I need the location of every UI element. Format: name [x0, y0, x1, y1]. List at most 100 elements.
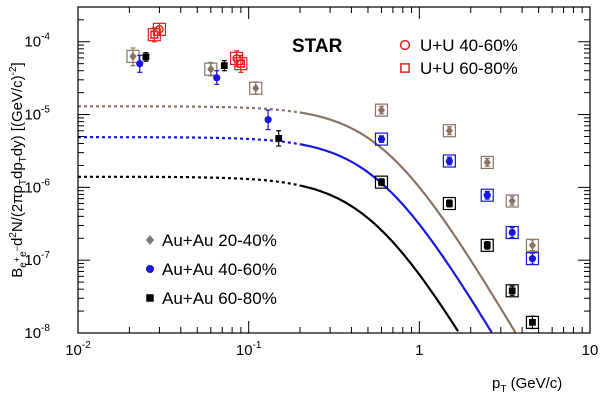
- data-point: [529, 318, 536, 326]
- x-tick-label: 10-1: [236, 340, 262, 359]
- y-axis-title-part: e: [18, 262, 29, 268]
- systematic-box: [374, 132, 389, 146]
- y-tick-label: 10-6: [24, 177, 50, 196]
- systematic-box: [126, 49, 140, 63]
- systematic-box: [480, 155, 494, 170]
- fit-curves: [78, 105, 517, 334]
- systematic-box: [480, 188, 494, 202]
- data-point: [252, 83, 260, 93]
- y-axis-title-part: 2: [8, 232, 19, 238]
- data-point: [508, 287, 516, 295]
- data-point: [483, 241, 491, 249]
- data-point: [155, 24, 164, 34]
- y-axis-title-part: T: [18, 179, 29, 185]
- data-point: [446, 200, 453, 207]
- y-axis-title-part: N/(2πp: [9, 185, 26, 232]
- series-0: [126, 47, 540, 252]
- fit-curve-0: [299, 111, 517, 334]
- plot-frame: [77, 6, 591, 334]
- x-axis-title: pT (GeV/c): [492, 375, 562, 395]
- legend-marker: [146, 294, 154, 302]
- data-point: [528, 255, 537, 263]
- systematic-box: [505, 194, 519, 208]
- data-point: [275, 135, 283, 142]
- systematic-box: [249, 81, 263, 95]
- y-axis-title-part: -2: [8, 66, 19, 75]
- systematic-box: [442, 154, 456, 168]
- legend-label: Au+Au 60-80%: [162, 289, 277, 308]
- legend-label: Au+Au 40-60%: [162, 260, 277, 279]
- systematic-box: [374, 103, 389, 117]
- series-2: [142, 51, 540, 330]
- data-point: [142, 53, 150, 61]
- systematic-box: [234, 57, 248, 71]
- systematic-box: [442, 124, 456, 138]
- systematic-box: [374, 175, 389, 189]
- data-point: [232, 54, 241, 63]
- legend-auau: Au+Au 20-40% Au+Au 40-60% Au+Au 60-80%: [146, 231, 277, 308]
- data-point: [377, 105, 386, 115]
- systematic-box: [204, 62, 218, 76]
- tick-labels: 10-2 10-1 1 10 10-8 10-7 10-6 10-5 10-4: [24, 32, 598, 359]
- data-point: [445, 126, 453, 136]
- systematic-box: [442, 196, 456, 211]
- series-3: [152, 22, 244, 67]
- data-point: [220, 62, 228, 69]
- y-axis-title-part: ]: [9, 62, 26, 66]
- y-axis-title-part: dp: [9, 162, 26, 179]
- legend-marker: [146, 265, 154, 273]
- fit-curve-extrapolated-2: [78, 175, 301, 187]
- systematic-box: [525, 315, 540, 329]
- y-axis-title-part: +: [12, 257, 22, 262]
- systematic-box: [152, 22, 167, 36]
- systematic-box: [525, 238, 540, 252]
- y-axis-title-part: T: [18, 156, 29, 162]
- systematic-box: [147, 28, 161, 42]
- data-point: [213, 74, 221, 82]
- data-point: [483, 157, 491, 167]
- y-tick-label: 10-8: [24, 323, 50, 342]
- y-axis-title-part: d: [9, 238, 26, 246]
- legend-marker: [399, 39, 411, 51]
- data-point: [236, 59, 245, 68]
- x-tick-label: 10-2: [65, 340, 91, 359]
- legend-marker: [400, 63, 410, 73]
- y-axis-title-part: dy) [(GeV/c): [9, 75, 26, 156]
- series-1: [136, 54, 540, 266]
- legend-label: U+U 60-80%: [420, 59, 518, 78]
- systematic-box: [480, 238, 494, 252]
- y-axis-title-part: e: [18, 251, 29, 257]
- data-point: [136, 60, 144, 68]
- fit-curve-2: [299, 184, 460, 332]
- y-tick-label: 10-5: [24, 105, 50, 124]
- y-tick-label: 10-7: [24, 250, 50, 269]
- chart-title: STAR: [292, 36, 343, 57]
- systematic-box: [230, 51, 244, 66]
- y-axis-title: Be+e−d2N/(2πpTdpTdy) [(GeV/c)-2]: [8, 62, 29, 277]
- legend-uu: U+U 40-60% U+U 60-80%: [399, 36, 518, 78]
- data-point: [207, 64, 215, 74]
- x-axis-title-sub: T: [500, 384, 506, 395]
- legend-label: U+U 40-60%: [420, 36, 518, 55]
- data-point: [129, 51, 137, 61]
- x-axis-title-rest: (GeV/c): [506, 375, 562, 392]
- data-point: [508, 228, 516, 237]
- x-tick-label: 10: [582, 342, 599, 359]
- x-tick-label: 1: [415, 342, 423, 359]
- data-point: [445, 157, 453, 165]
- data-point: [377, 135, 386, 143]
- x-axis-title-base: p: [492, 375, 500, 392]
- data-point: [483, 191, 491, 199]
- fit-curve-extrapolated-1: [78, 136, 301, 146]
- y-axis-title-part: B: [9, 268, 26, 278]
- fit-curve-1: [299, 143, 493, 333]
- data-point: [378, 178, 385, 186]
- data-point: [264, 116, 272, 124]
- systematic-box: [525, 252, 540, 266]
- systematic-box: [505, 225, 519, 240]
- y-tick-label: 10-4: [24, 32, 50, 51]
- y-axis-title-part: −: [12, 246, 22, 251]
- legend-marker: [146, 235, 154, 245]
- data-points: [126, 22, 540, 330]
